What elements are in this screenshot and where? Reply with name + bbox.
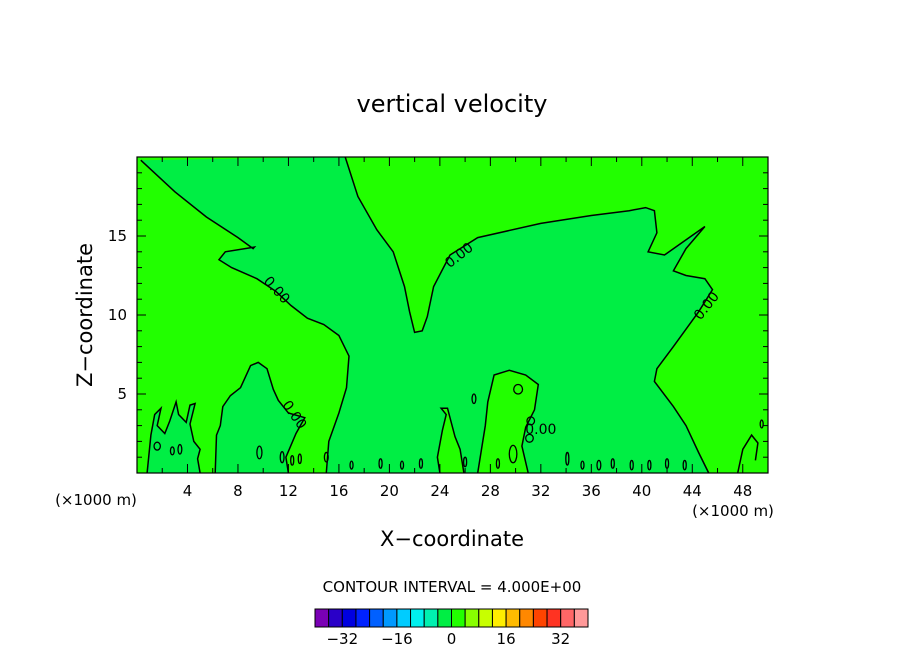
- x-tick-label: 8: [233, 482, 243, 500]
- small-contour: [279, 451, 285, 464]
- contour-interval-text: CONTOUR INTERVAL = 4.000E+00: [323, 578, 582, 596]
- zero-contour-line: [476, 369, 540, 474]
- colorbar-swatch: [532, 608, 548, 628]
- x-tick-label: 20: [380, 482, 399, 500]
- colorbar-swatch: [328, 608, 343, 628]
- small-contour: [580, 460, 585, 470]
- chart-title: vertical velocity: [357, 90, 548, 118]
- x-tick-label: 32: [531, 482, 550, 500]
- small-contour: [759, 419, 764, 429]
- small-contour: [610, 458, 615, 469]
- small-contour: [471, 393, 477, 405]
- colorbar-tick-label: −32: [326, 630, 358, 648]
- small-contour: [290, 454, 295, 466]
- y-tick-label: 15: [108, 227, 127, 245]
- colorbar-swatch: [505, 608, 521, 628]
- colorbar-swatch: [464, 608, 480, 628]
- small-contour: [399, 460, 405, 470]
- small-contour: [462, 456, 468, 468]
- x-tick-label: 36: [582, 482, 601, 500]
- y-tick-label: 5: [117, 385, 127, 403]
- colorbar-swatch: [491, 608, 507, 628]
- small-contour: [565, 451, 570, 466]
- zero-contour-line: [344, 156, 714, 474]
- contour-label: 0.00: [525, 422, 556, 438]
- x-tick-label: 24: [430, 482, 449, 500]
- colorbar-swatch: [314, 608, 330, 628]
- colorbar-swatch: [437, 608, 453, 628]
- zero-contour-line: [146, 398, 201, 474]
- small-contour: [349, 460, 354, 470]
- colorbar-swatch: [451, 608, 466, 628]
- small-contour: [177, 443, 183, 455]
- x-tick-label: 16: [329, 482, 348, 500]
- colorbar-swatch: [423, 608, 439, 628]
- zero-contour-line: [214, 361, 306, 474]
- zero-contour-line: [140, 159, 350, 474]
- colorbar-swatch: [410, 608, 425, 628]
- small-contour: [682, 459, 687, 471]
- zero-contour-line: [436, 407, 465, 474]
- plot-area: 0.000.000.000.00 0.00: [136, 156, 769, 474]
- small-contour: [495, 458, 501, 469]
- colorbar-swatch: [396, 608, 412, 628]
- small-contour: [526, 416, 536, 426]
- small-contour: [596, 459, 602, 471]
- colorbar-swatch: [546, 608, 562, 628]
- small-contour: [513, 383, 524, 395]
- small-contour: [378, 458, 383, 469]
- colorbar-swatch: [573, 608, 589, 628]
- small-contour: [525, 433, 534, 443]
- contour-lines: [140, 156, 764, 474]
- colorbar: −32 −16 0 16 32: [314, 608, 589, 648]
- small-contour: [297, 453, 302, 465]
- colorbar-swatch: [382, 608, 398, 628]
- small-contour: [629, 459, 634, 471]
- zero-contour-line: [736, 433, 759, 474]
- colorbar-swatch: [560, 608, 575, 628]
- x-tick-label: 48: [733, 482, 752, 500]
- x-axis-unit-left: (×1000 m): [55, 491, 137, 509]
- small-contour: [256, 445, 263, 460]
- small-contour: [418, 458, 424, 469]
- colorbar-tick-label: 16: [497, 630, 516, 648]
- small-contour: [508, 444, 518, 464]
- colorbar-swatch: [369, 608, 384, 628]
- colorbar-swatch: [355, 608, 371, 628]
- x-tick-label: 44: [683, 482, 702, 500]
- x-axis-unit-right: (×1000 m): [692, 502, 774, 520]
- x-tick-label: 12: [279, 482, 298, 500]
- y-tick-label: 10: [108, 306, 127, 324]
- x-tick-label: 4: [183, 482, 193, 500]
- colorbar-swatch: [478, 608, 493, 628]
- colorbar-tick-label: 32: [551, 630, 570, 648]
- x-axis-label: X−coordinate: [380, 527, 524, 551]
- small-contour: [323, 451, 329, 463]
- colorbar-swatch: [519, 608, 534, 628]
- colorbar-swatch: [341, 608, 357, 628]
- small-contour: [647, 459, 652, 471]
- small-contour: [169, 446, 175, 456]
- x-tick-label: 40: [632, 482, 651, 500]
- x-tick-label: 28: [481, 482, 500, 500]
- y-axis-label: Z−coordinate: [73, 243, 97, 387]
- colorbar-tick-label: −16: [381, 630, 413, 648]
- colorbar-tick-label: 0: [447, 630, 457, 648]
- small-contour: [153, 441, 161, 451]
- negative-velocity-region: [140, 157, 713, 473]
